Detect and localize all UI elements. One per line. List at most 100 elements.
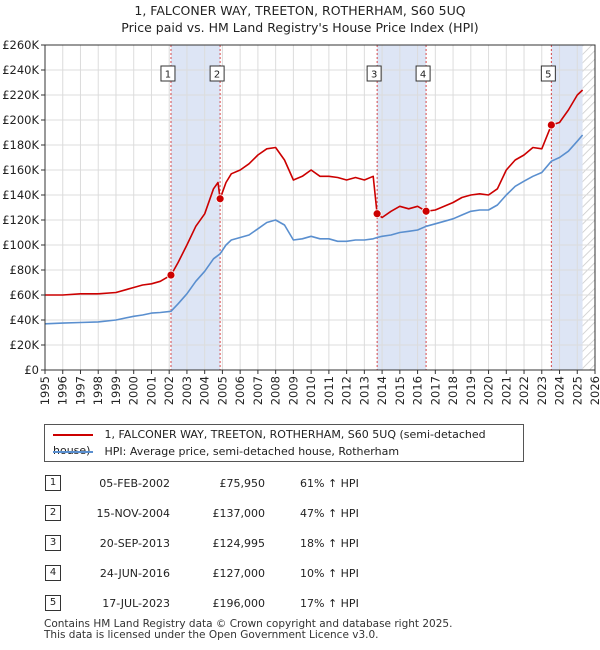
sale-number-badge: 4 xyxy=(45,565,61,581)
hpi-line xyxy=(44,134,584,325)
x-tick-label: 2019 xyxy=(464,376,478,405)
sale-number-badge: 5 xyxy=(45,595,61,611)
x-tick-label: 2007 xyxy=(251,376,265,405)
x-tick-label: 2025 xyxy=(570,376,584,405)
property-price-line xyxy=(45,89,584,296)
x-tick-label: 1999 xyxy=(109,376,123,405)
y-tick-label: £0 xyxy=(24,363,39,377)
sale-price: £127,000 xyxy=(212,567,266,580)
x-tick-label: 2012 xyxy=(340,376,354,405)
x-tick-label: 2014 xyxy=(375,376,389,405)
forecast-hatch xyxy=(582,45,595,370)
plot-area xyxy=(45,45,595,370)
chart-legend: 1, FALCONER WAY, TREETON, ROTHERHAM, S60… xyxy=(44,424,524,462)
sale-number-badge: 1 xyxy=(45,475,61,491)
sale-marker-box xyxy=(160,65,176,82)
x-tick-label: 2005 xyxy=(215,376,229,405)
y-tick-label: £200K xyxy=(2,113,39,127)
sale-point xyxy=(166,270,176,280)
sale-marker-label: 3 xyxy=(371,70,377,81)
sale-point xyxy=(546,120,556,130)
legend-label-hpi: HPI: Average price, semi-detached house,… xyxy=(104,445,400,458)
y-tick-label: £240K xyxy=(2,63,39,77)
sale-row: 4 24-JUN-2016 £127,000 10% ↑ HPI xyxy=(40,565,460,583)
x-tick-label: 1997 xyxy=(73,376,87,405)
legend-swatch-property xyxy=(53,434,93,436)
x-tick-label: 2018 xyxy=(446,376,460,405)
sale-price: £137,000 xyxy=(212,507,266,520)
x-tick-label: 2008 xyxy=(269,376,283,405)
x-tick-label: 2009 xyxy=(286,376,300,405)
sale-hpi-change: 10% ↑ HPI xyxy=(300,567,359,580)
sale-point xyxy=(215,194,225,204)
sale-marker-label: 2 xyxy=(214,70,220,81)
y-tick-label: £100K xyxy=(2,238,39,252)
sale-hpi-change: 18% ↑ HPI xyxy=(300,537,359,550)
chart-title-line1: 1, FALCONER WAY, TREETON, ROTHERHAM, S60… xyxy=(134,3,466,18)
y-tick-label: £160K xyxy=(2,163,39,177)
x-tick-label: 2011 xyxy=(322,376,336,405)
footer-licence: This data is licensed under the Open Gov… xyxy=(44,629,379,641)
x-tick-label: 2023 xyxy=(535,376,549,405)
x-tick-label: 1995 xyxy=(38,376,52,405)
sale-marker-label: 5 xyxy=(545,70,551,81)
sale-row: 2 15-NOV-2004 £137,000 47% ↑ HPI xyxy=(40,505,460,523)
x-tick-label: 2006 xyxy=(233,376,247,405)
x-tick-label: 2024 xyxy=(553,376,567,405)
sale-price: £124,995 xyxy=(212,537,266,550)
x-tick-label: 2000 xyxy=(127,376,141,405)
legend-swatch-hpi xyxy=(53,451,93,453)
sale-price: £196,000 xyxy=(212,597,266,610)
sale-date: 17-JUL-2023 xyxy=(102,597,170,610)
x-tick-label: 2017 xyxy=(428,376,442,405)
y-tick-label: £140K xyxy=(2,188,39,202)
y-tick-label: £20K xyxy=(10,338,40,352)
sale-row: 5 17-JUL-2023 £196,000 17% ↑ HPI xyxy=(40,595,460,613)
y-tick-label: £260K xyxy=(2,38,39,52)
sale-marker-box xyxy=(366,65,382,82)
x-tick-label: 2013 xyxy=(357,376,371,405)
x-tick-label: 2002 xyxy=(162,376,176,405)
x-tick-label: 1996 xyxy=(56,376,70,405)
sale-number-badge: 3 xyxy=(45,535,61,551)
sale-date: 05-FEB-2002 xyxy=(99,477,170,490)
sale-hpi-change: 17% ↑ HPI xyxy=(300,597,359,610)
sale-date: 20-SEP-2013 xyxy=(99,537,170,550)
sale-marker-box xyxy=(540,65,556,82)
x-tick-label: 2021 xyxy=(499,376,513,405)
y-tick-label: £60K xyxy=(10,288,40,302)
x-tick-label: 2010 xyxy=(304,376,318,405)
sale-marker-label: 4 xyxy=(420,70,426,81)
sale-row: 1 05-FEB-2002 £75,950 61% ↑ HPI xyxy=(40,475,460,493)
x-tick-label: 2003 xyxy=(180,376,194,405)
price-chart: 1 2 3 4 5 £0 £20K £40K £60K £80K £100K £120K £140K £1… xyxy=(2,38,600,405)
sale-row: 3 20-SEP-2013 £124,995 18% ↑ HPI xyxy=(40,535,460,553)
sale-point xyxy=(421,206,431,216)
sale-marker-box xyxy=(415,65,431,82)
legend-item-property: 1, FALCONER WAY, TREETON, ROTHERHAM, S60… xyxy=(53,427,523,457)
chart-title-line2: Price paid vs. HM Land Registry's House … xyxy=(121,20,479,35)
x-tick-label: 2004 xyxy=(198,376,212,405)
shaded-period xyxy=(170,45,221,370)
sale-point xyxy=(372,209,382,219)
y-tick-label: £180K xyxy=(2,138,39,152)
x-tick-label: 2001 xyxy=(144,376,158,405)
y-tick-label: £120K xyxy=(2,213,39,227)
chart-title: 1, FALCONER WAY, TREETON, ROTHERHAM, S60… xyxy=(0,2,600,36)
sale-number-badge: 2 xyxy=(45,505,61,521)
y-tick-label: £220K xyxy=(2,88,39,102)
plot-frame xyxy=(44,44,596,371)
y-tick-label: £80K xyxy=(10,263,40,277)
sale-price: £75,950 xyxy=(219,477,266,490)
x-tick-label: 2026 xyxy=(588,376,600,405)
x-tick-label: 2015 xyxy=(393,376,407,405)
sale-date: 15-NOV-2004 xyxy=(96,507,170,520)
x-tick-label: 1998 xyxy=(91,376,105,405)
legend-label-property: 1, FALCONER WAY, TREETON, ROTHERHAM, S60… xyxy=(53,428,486,457)
sale-marker-label: 1 xyxy=(165,70,171,81)
x-tick-label: 2016 xyxy=(411,376,425,405)
footer-copyright: Contains HM Land Registry data © Crown c… xyxy=(44,618,453,630)
sale-marker-box xyxy=(209,65,225,82)
x-tick-label: 2020 xyxy=(482,376,496,405)
sale-hpi-change: 47% ↑ HPI xyxy=(300,507,359,520)
